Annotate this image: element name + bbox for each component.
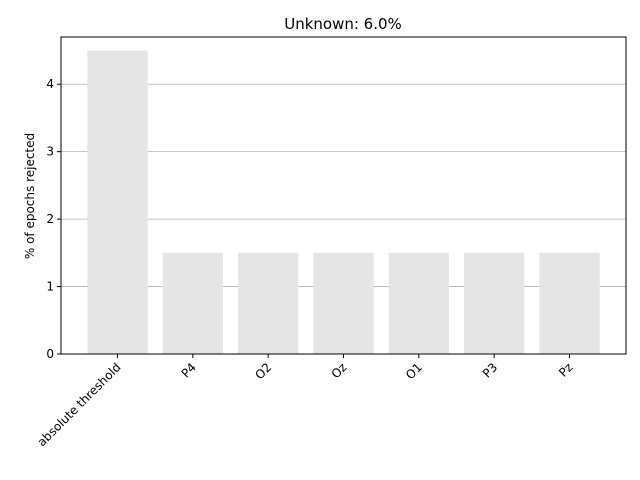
x-tick-label: absolute threshold (35, 360, 124, 449)
bar (238, 252, 299, 354)
bar (388, 252, 449, 354)
x-axis-ticks: absolute threshold P4 O2 Oz O1 P3 Pz (35, 354, 576, 449)
x-tick-label: P3 (480, 360, 500, 380)
x-tick-label: Pz (556, 360, 575, 379)
bars (87, 50, 600, 355)
bar (87, 50, 148, 355)
x-tick-label: O1 (403, 360, 425, 382)
bar (539, 252, 600, 354)
x-tick-label: O2 (252, 360, 274, 382)
y-tick-label: 0 (46, 347, 54, 361)
bar (162, 252, 223, 354)
bar (464, 252, 525, 354)
bar (313, 252, 374, 354)
y-tick-label: 3 (46, 145, 54, 159)
y-tick-label: 2 (46, 212, 54, 226)
y-tick-label: 1 (46, 280, 54, 294)
x-tick-label: P4 (179, 360, 199, 380)
y-tick-label: 4 (46, 77, 54, 91)
chart-title: Unknown: 6.0% (284, 15, 402, 33)
x-tick-label: Oz (329, 360, 350, 381)
y-axis-label: % of epochs rejected (23, 133, 37, 259)
y-axis-ticks: 0 1 2 3 4 (46, 77, 61, 361)
